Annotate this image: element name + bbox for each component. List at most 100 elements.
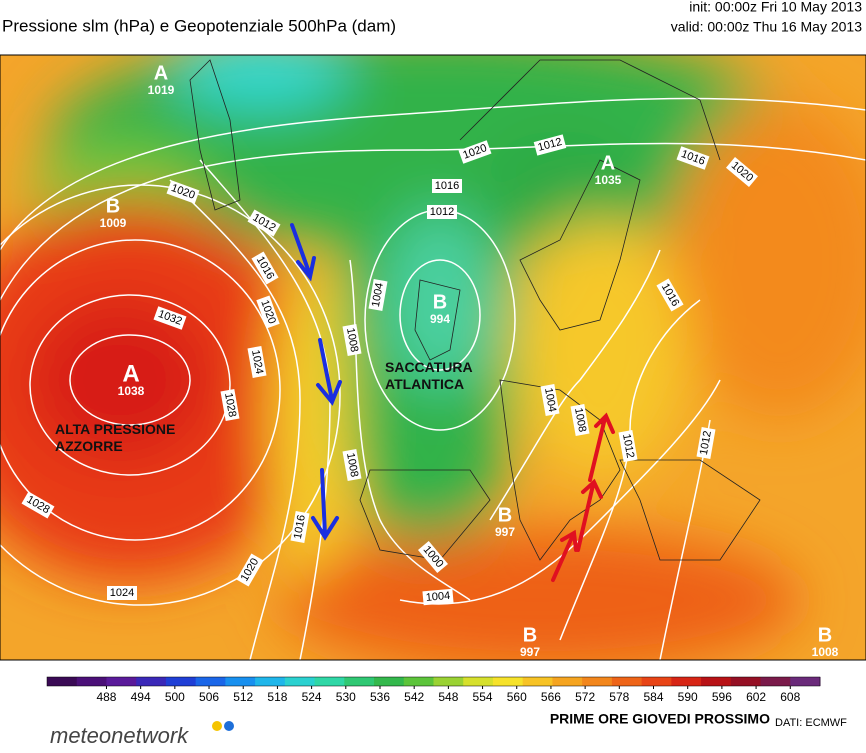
center-letter: B — [523, 624, 537, 646]
colorbar-tick-label: 566 — [541, 690, 561, 704]
colorbar-tick-label: 506 — [199, 690, 219, 704]
logo-dot — [212, 721, 222, 731]
colorbar-frame — [46, 676, 821, 687]
center-letter: B — [498, 504, 512, 526]
center-letter: A — [154, 62, 168, 84]
color-swatch — [582, 677, 613, 686]
colorbar-tick-label: 488 — [96, 690, 116, 704]
colorbar-tick-label: 548 — [438, 690, 458, 704]
color-swatch — [671, 677, 702, 686]
color-swatch — [374, 677, 405, 686]
center-value: 994 — [430, 312, 450, 326]
label-bg — [107, 586, 137, 600]
isobar-label-box: 1016 — [290, 511, 310, 543]
valid-time: valid: 00:00z Thu 16 May 2013 — [671, 19, 862, 35]
center-value: 1008 — [812, 645, 839, 659]
label-bg — [251, 251, 279, 285]
annotation: ALTA PRESSIONE AZZORRE — [55, 421, 175, 454]
isobar-label: 1016 — [435, 180, 459, 192]
label-bg — [247, 209, 281, 237]
colorbar-tick-label: 494 — [131, 690, 151, 704]
isobar-label: 1008 — [572, 407, 588, 433]
center-value: 1035 — [595, 173, 622, 187]
isobar-label-box: 1020 — [166, 180, 200, 204]
colorbar-tick-label: 584 — [643, 690, 663, 704]
label-bg — [236, 553, 264, 587]
center-value: 997 — [495, 525, 515, 539]
colorbar-tick-label: 554 — [473, 690, 493, 704]
center-value: 1009 — [100, 216, 127, 230]
color-swatch — [195, 677, 226, 686]
isobar-label: 1004 — [542, 387, 558, 413]
color-swatch — [790, 677, 821, 686]
isobar-label-box: 1008 — [342, 324, 362, 356]
label-bg — [618, 430, 638, 462]
color-swatch — [463, 677, 494, 686]
colorbar: 488 494 500 506 512 518 524 530 536 542 548 554 560 5… — [46, 676, 821, 704]
color-swatch — [701, 677, 732, 686]
color-swatch — [225, 677, 256, 686]
colorbar-tick-label: 590 — [678, 690, 698, 704]
isobar-label: 1012 — [620, 433, 636, 459]
color-swatch — [165, 677, 197, 686]
label-bg — [21, 491, 55, 519]
colorbar-tick-label: 542 — [404, 690, 424, 704]
isobar-label-box: 1032 — [153, 306, 187, 330]
colorbar-tick-label: 530 — [336, 690, 356, 704]
center-letter: B — [818, 624, 832, 646]
color-swatch — [522, 677, 553, 686]
isobar-label-box: 1004 — [422, 588, 454, 606]
isobar-label: 1004 — [370, 282, 386, 308]
isobar-label-box: 1004 — [368, 279, 388, 311]
label-bg — [432, 179, 462, 193]
color-swatch — [106, 677, 137, 686]
isobar-label-box: 1012 — [696, 427, 716, 459]
color-swatch — [76, 677, 107, 686]
label-bg — [656, 278, 684, 312]
color-swatch — [255, 677, 286, 686]
label-bg — [417, 541, 449, 573]
annotation: SACCATURA ATLANTICA — [385, 359, 473, 392]
isobar-label: 1012 — [430, 206, 454, 218]
isobar-label: 1004 — [425, 590, 450, 604]
color-swatch — [641, 677, 672, 686]
map: A1038B994B1009A1035A1019B997B997B1008102… — [0, 55, 866, 660]
label-bg — [153, 306, 187, 330]
center-value: 997 — [520, 645, 540, 659]
isobar-label-box: 1012 — [427, 205, 457, 219]
label-bg — [220, 389, 240, 421]
isobar-label-box: 1020 — [458, 140, 492, 164]
colorbar-tick-label: 596 — [712, 690, 732, 704]
colorbar-tick-label: 608 — [780, 690, 800, 704]
colorbar-tick-label: 536 — [370, 690, 390, 704]
isobar-label: 1012 — [698, 430, 714, 456]
label-bg — [247, 346, 267, 378]
colorbar-tick-label: 602 — [746, 690, 766, 704]
colorbar-tick-label: 512 — [233, 690, 253, 704]
color-swatch — [492, 677, 524, 686]
colorbar-tick-label: 524 — [302, 690, 322, 704]
isobar-label-box: 1008 — [570, 404, 590, 436]
map-frame — [0, 54, 866, 661]
center-value: 1019 — [148, 83, 175, 97]
isobar-label: 1028 — [222, 392, 238, 418]
isobar-label-box: 1020 — [256, 295, 280, 329]
color-swatch — [730, 677, 762, 686]
isobar-label: 1008 — [344, 452, 360, 478]
label-bg — [533, 134, 567, 156]
label-bg — [290, 511, 310, 543]
label-bg — [726, 156, 758, 188]
colorbar-tick-label: 578 — [609, 690, 629, 704]
center-value: 1038 — [118, 384, 145, 398]
isobar-label-box: 1016 — [676, 146, 710, 170]
center-letter: A — [122, 360, 139, 387]
isobar-label-box: 1016 — [432, 179, 462, 193]
color-swatch — [611, 677, 643, 686]
brand: meteonetwork — [50, 723, 189, 748]
center-letter: A — [601, 152, 615, 174]
label-bg — [676, 146, 710, 170]
isobar-label-box: 1008 — [342, 449, 362, 481]
isobar-label-box: 1024 — [247, 346, 267, 378]
color-swatch — [760, 677, 791, 686]
